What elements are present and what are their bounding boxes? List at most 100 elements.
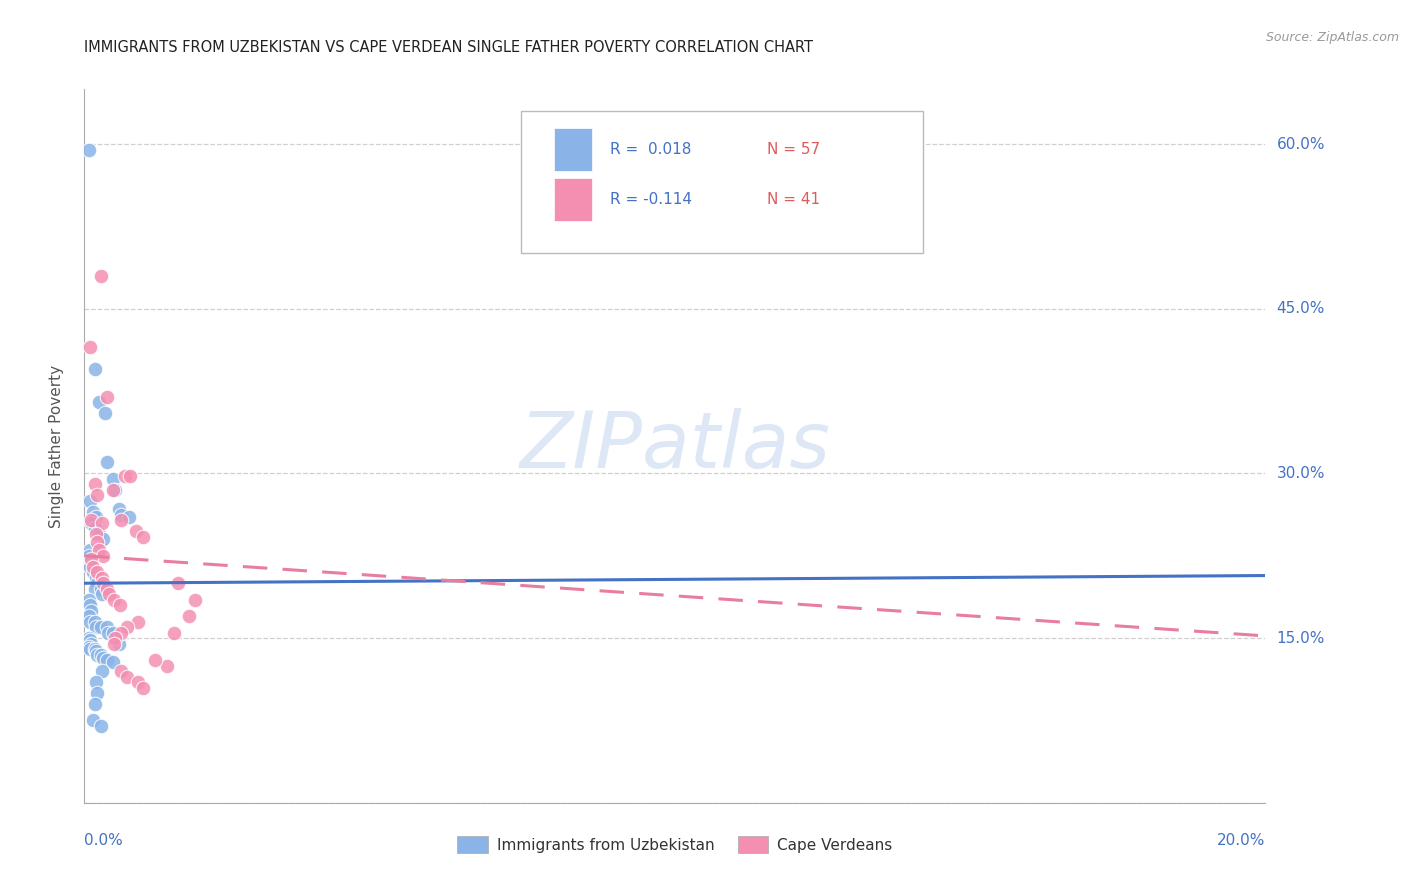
Text: R =  0.018: R = 0.018 (610, 143, 692, 157)
Point (79, 494, 101, 508)
Point (77, 592, 100, 607)
Point (80, 512, 103, 526)
Point (91, 571, 114, 585)
Point (125, 524, 148, 538)
Text: ZIPatlas: ZIPatlas (519, 408, 831, 484)
Y-axis label: Single Father Poverty: Single Father Poverty (49, 365, 63, 527)
Point (98, 587, 121, 601)
Point (87, 526, 111, 541)
Point (84, 644, 107, 658)
Point (184, 592, 207, 607)
Point (84, 620, 107, 634)
Point (110, 508, 132, 523)
Legend: Immigrants from Uzbekistan, Cape Verdeans: Immigrants from Uzbekistan, Cape Verdean… (451, 830, 898, 859)
Point (84, 571, 107, 585)
Point (120, 468, 142, 483)
Point (103, 592, 125, 607)
Point (77, 631, 100, 645)
Point (79, 615, 101, 629)
Text: N = 41: N = 41 (768, 193, 821, 207)
Point (79, 340, 101, 354)
Point (90, 648, 112, 662)
Point (115, 620, 138, 634)
Point (91, 587, 114, 601)
Point (108, 598, 131, 612)
Point (179, 609, 201, 624)
Point (91, 533, 114, 547)
Point (110, 512, 132, 526)
Point (84, 697, 107, 711)
Text: 60.0%: 60.0% (1277, 136, 1324, 152)
Text: 15.0%: 15.0% (1277, 631, 1324, 646)
Point (107, 501, 129, 516)
Point (79, 633, 101, 648)
Point (107, 637, 129, 651)
Point (84, 510, 107, 524)
Point (82, 559, 104, 574)
Text: IMMIGRANTS FROM UZBEKISTAN VS CAPE VERDEAN SINGLE FATHER POVERTY CORRELATION CHA: IMMIGRANTS FROM UZBEKISTAN VS CAPE VERDE… (84, 40, 813, 55)
Point (104, 631, 127, 645)
Point (79, 642, 101, 657)
Point (91, 576, 114, 591)
Point (82, 714, 104, 728)
Point (91, 651, 114, 665)
Bar (554, 128, 592, 171)
Point (84, 521, 107, 535)
Point (82, 505, 104, 519)
Point (96, 620, 118, 634)
Point (132, 681, 155, 695)
Point (90, 268, 112, 283)
Point (101, 625, 124, 640)
Point (132, 530, 155, 544)
Point (80, 604, 103, 618)
Point (104, 483, 127, 497)
Point (96, 390, 118, 404)
Point (77, 143, 100, 157)
Point (86, 576, 108, 591)
Text: Source: ZipAtlas.com: Source: ZipAtlas.com (1265, 31, 1399, 45)
Point (86, 534, 108, 549)
Point (84, 477, 107, 491)
Point (86, 566, 108, 580)
Point (110, 664, 132, 678)
Point (84, 642, 107, 657)
Point (115, 669, 138, 683)
Point (77, 640, 100, 654)
FancyBboxPatch shape (522, 111, 922, 253)
Text: 30.0%: 30.0% (1277, 466, 1324, 481)
Bar (554, 178, 592, 221)
Point (84, 526, 107, 541)
Point (80, 516, 103, 530)
Point (101, 483, 124, 497)
Point (90, 719, 112, 733)
Point (84, 582, 107, 596)
Point (90, 620, 112, 634)
Point (86, 488, 108, 502)
Point (127, 615, 149, 629)
Point (90, 582, 112, 596)
Point (110, 625, 132, 640)
Point (91, 549, 114, 563)
Text: R = -0.114: R = -0.114 (610, 193, 692, 207)
Point (118, 510, 141, 524)
Point (84, 615, 107, 629)
Point (77, 609, 100, 624)
Text: 45.0%: 45.0% (1277, 301, 1324, 317)
Text: N = 57: N = 57 (768, 143, 821, 157)
Point (91, 664, 114, 678)
Point (86, 648, 108, 662)
Point (166, 576, 188, 591)
Point (79, 543, 101, 558)
Point (80, 552, 103, 566)
Point (87, 395, 111, 409)
Point (101, 472, 124, 486)
Point (87, 543, 111, 558)
Text: 20.0%: 20.0% (1218, 833, 1265, 848)
Point (82, 566, 104, 580)
Point (96, 455, 118, 469)
Point (96, 653, 118, 667)
Point (80, 637, 103, 651)
Point (79, 598, 101, 612)
Point (97, 625, 120, 640)
Point (84, 675, 107, 690)
